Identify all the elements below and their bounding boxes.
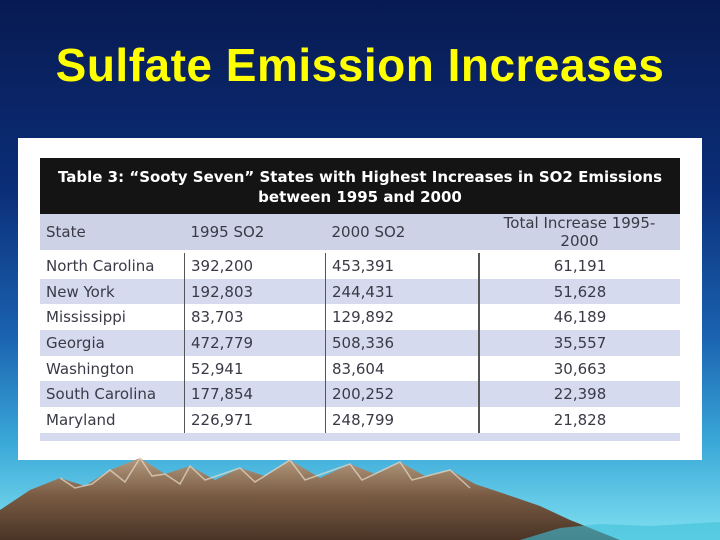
col-header-1995: 1995 SO2 <box>184 214 326 252</box>
cell-state: South Carolina <box>40 381 185 408</box>
cell-state: Georgia <box>40 330 185 356</box>
col-header-increase: Total Increase 1995-2000 <box>479 214 680 252</box>
cell-1995: 177,854 <box>184 381 326 408</box>
cell-1995: 83,703 <box>184 304 326 331</box>
table-row: Washington 52,941 83,604 30,663 <box>40 355 680 382</box>
cell-2000: 508,336 <box>325 330 480 356</box>
cell-state: North Carolina <box>40 251 185 279</box>
cell-state: Washington <box>40 355 185 382</box>
cell-increase: 46,189 <box>553 308 607 327</box>
table-row: North Carolina 392,200 453,391 61,191 <box>40 251 680 279</box>
cell-2000: 200,252 <box>325 381 480 408</box>
table-bottom-band <box>40 432 680 441</box>
so2-table: Table 3: “Sooty Seven” States with Highe… <box>40 158 680 441</box>
cell-increase: 35,557 <box>553 333 607 352</box>
cell-2000: 248,799 <box>325 407 480 433</box>
cell-1995: 226,971 <box>184 407 326 433</box>
table-caption-line1: Table 3: “Sooty Seven” States with Highe… <box>57 168 663 186</box>
cell-1995: 52,941 <box>184 355 326 382</box>
table-row: New York 192,803 244,431 51,628 <box>40 278 680 305</box>
cell-1995: 472,779 <box>184 330 326 356</box>
col-header-state: State <box>40 214 185 252</box>
cell-increase: 21,828 <box>553 410 607 429</box>
cell-2000: 244,431 <box>325 278 480 305</box>
table-row: Georgia 472,779 508,336 35,557 <box>40 330 680 356</box>
table-row: Mississippi 83,703 129,892 46,189 <box>40 304 680 331</box>
cell-increase: 30,663 <box>553 359 607 378</box>
slide-title: Sulfate Emission Increases <box>55 39 665 91</box>
cell-2000: 83,604 <box>325 355 480 382</box>
cell-state: New York <box>40 278 185 305</box>
cell-2000: 129,892 <box>325 304 480 331</box>
table-row: South Carolina 177,854 200,252 22,398 <box>40 381 680 408</box>
cell-increase: 51,628 <box>553 282 607 301</box>
cell-2000: 453,391 <box>325 251 480 279</box>
table-row: Maryland 226,971 248,799 21,828 <box>40 407 680 433</box>
table-caption-line2: between 1995 and 2000 <box>258 188 462 206</box>
table-caption: Table 3: “Sooty Seven” States with Highe… <box>40 158 680 214</box>
cell-increase: 22,398 <box>553 385 607 404</box>
table-header-row: State 1995 SO2 2000 SO2 Total Increase 1… <box>40 214 680 252</box>
cell-1995: 392,200 <box>184 251 326 279</box>
cell-state: Maryland <box>40 407 185 433</box>
table-panel: Table 3: “Sooty Seven” States with Highe… <box>18 138 702 460</box>
cell-increase: 61,191 <box>553 256 607 275</box>
data-table: State 1995 SO2 2000 SO2 Total Increase 1… <box>40 214 680 433</box>
cell-state: Mississippi <box>40 304 185 331</box>
cell-1995: 192,803 <box>184 278 326 305</box>
mountain-range-graphic <box>0 456 720 540</box>
col-header-2000: 2000 SO2 <box>325 214 479 252</box>
